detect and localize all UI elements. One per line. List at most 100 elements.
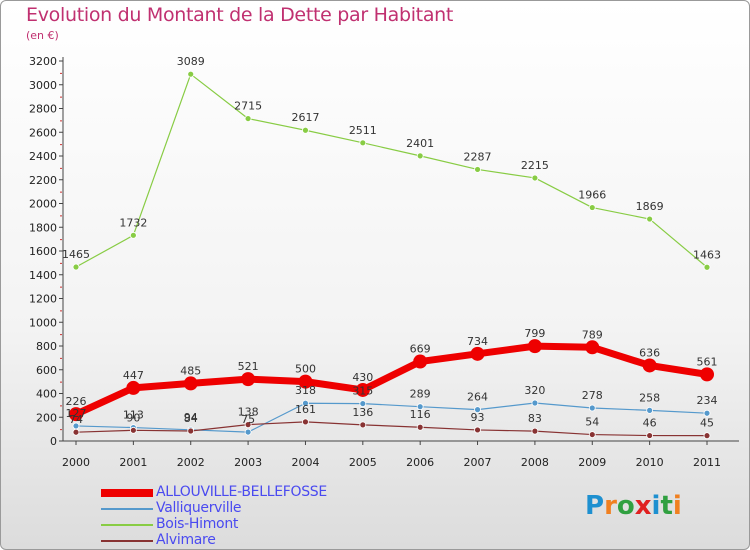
data-label: 54 xyxy=(585,416,599,429)
data-point xyxy=(302,399,309,407)
legend-label: Alvimare xyxy=(156,532,216,548)
x-tick-label: 2000 xyxy=(62,456,90,469)
x-tick-label: 2001 xyxy=(119,456,147,469)
data-label: 74 xyxy=(69,413,83,426)
data-label: 447 xyxy=(123,369,144,382)
series-line xyxy=(74,342,708,418)
data-point xyxy=(241,372,256,387)
data-label: 485 xyxy=(180,364,201,377)
y-tick-label: 2800 xyxy=(29,103,57,116)
data-point xyxy=(355,382,370,397)
y-tick-label: 2000 xyxy=(29,198,57,211)
series-line xyxy=(75,73,708,268)
y-tick-label: 2600 xyxy=(29,126,57,139)
data-label: 669 xyxy=(410,343,431,356)
data-label: 318 xyxy=(295,384,316,397)
y-tick-label: 3000 xyxy=(29,79,57,92)
data-label: 161 xyxy=(295,403,316,416)
data-label: 2617 xyxy=(291,111,319,124)
x-tick-label: 2008 xyxy=(521,456,549,469)
data-label: 2287 xyxy=(464,150,492,163)
y-tick-label: 600 xyxy=(36,364,57,377)
data-label: 258 xyxy=(639,391,660,404)
data-point xyxy=(474,166,481,173)
data-label: 45 xyxy=(700,417,714,430)
data-label: 1463 xyxy=(693,248,721,261)
legend-label: Valliquerville xyxy=(156,500,242,516)
y-minor-tick xyxy=(60,381,62,383)
y-tick-label: 200 xyxy=(36,411,57,424)
data-label: 521 xyxy=(238,360,259,373)
data-label: 234 xyxy=(697,394,718,407)
data-label: 278 xyxy=(582,389,603,402)
data-label: 636 xyxy=(639,346,660,359)
data-label: 46 xyxy=(643,417,657,430)
y-tick-label: 1200 xyxy=(29,293,57,306)
data-label: 83 xyxy=(528,412,542,425)
data-point xyxy=(588,404,596,412)
data-point xyxy=(531,174,539,182)
data-point xyxy=(72,428,80,436)
data-point xyxy=(703,409,711,417)
data-point xyxy=(470,346,485,361)
data-label: 113 xyxy=(123,409,144,422)
y-minor-tick xyxy=(60,429,62,431)
data-point xyxy=(416,423,424,431)
data-point xyxy=(588,204,596,211)
data-label: 264 xyxy=(467,391,488,404)
data-point xyxy=(129,231,137,239)
data-point xyxy=(700,367,714,382)
data-label: 127 xyxy=(66,407,87,420)
data-point xyxy=(359,139,367,147)
data-label: 2715 xyxy=(234,100,262,113)
x-tick-label: 2005 xyxy=(349,456,377,469)
data-label: 94 xyxy=(184,411,198,424)
data-point xyxy=(244,428,252,436)
y-tick-label: 1000 xyxy=(29,316,57,329)
data-label: 2401 xyxy=(406,137,434,150)
proxiti-logo: Proxiti xyxy=(585,491,682,521)
data-label: 84 xyxy=(184,412,198,425)
data-point xyxy=(244,421,252,429)
x-tick-label: 2004 xyxy=(291,456,319,469)
data-point xyxy=(531,427,539,435)
data-label: 116 xyxy=(410,408,431,421)
y-tick-label: 1800 xyxy=(29,221,57,234)
data-label: 3089 xyxy=(177,55,205,68)
logo-letter: P xyxy=(585,491,605,521)
data-point xyxy=(302,126,309,134)
data-point xyxy=(416,403,424,411)
data-point xyxy=(298,374,313,389)
data-point xyxy=(416,152,424,160)
x-tick-label: 2009 xyxy=(578,456,606,469)
data-label: 289 xyxy=(410,388,431,401)
x-tick-label: 2010 xyxy=(636,456,664,469)
legend-label: ALLOUVILLE-BELLEFOSSE xyxy=(156,484,327,500)
x-tick-label: 2006 xyxy=(406,456,434,469)
y-minor-tick xyxy=(60,286,62,288)
data-point xyxy=(72,263,80,271)
logo-letter: x xyxy=(634,491,652,521)
data-point xyxy=(588,431,596,438)
legend-swatch xyxy=(101,489,153,497)
y-minor-tick xyxy=(60,334,62,336)
data-point xyxy=(474,426,481,434)
series-line xyxy=(75,402,708,433)
data-label: 138 xyxy=(238,406,259,419)
x-tick-label: 2003 xyxy=(234,456,262,469)
data-label: 789 xyxy=(582,328,603,341)
y-tick-label: 2400 xyxy=(29,150,57,163)
y-tick-label: 0 xyxy=(50,435,57,448)
data-label: 1966 xyxy=(578,189,606,202)
data-point xyxy=(126,380,141,395)
data-point xyxy=(187,70,195,78)
data-point xyxy=(302,418,309,426)
logo-letter: i xyxy=(651,491,661,521)
data-point xyxy=(359,421,367,429)
y-minor-tick xyxy=(60,215,62,217)
y-minor-tick xyxy=(60,405,62,407)
data-point xyxy=(183,376,198,391)
legend-swatch xyxy=(101,524,153,526)
x-tick-label: 2002 xyxy=(177,456,205,469)
data-point xyxy=(703,432,711,440)
